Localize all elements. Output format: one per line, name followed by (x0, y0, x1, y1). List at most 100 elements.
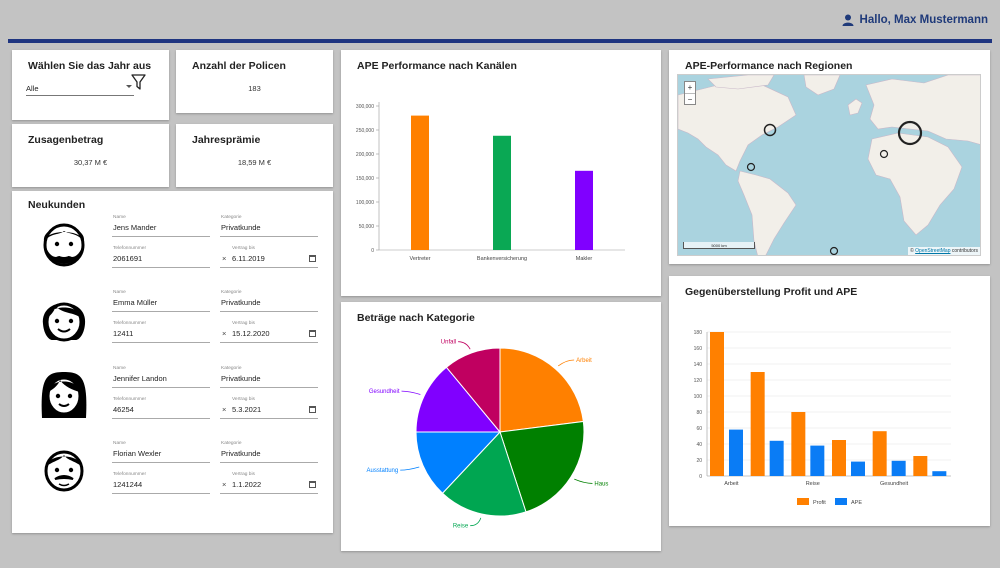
name-label: Name (113, 215, 126, 220)
legend-swatch (797, 498, 809, 505)
contract-value: 5.3.2021 (232, 405, 262, 414)
pie-leader-line (401, 390, 421, 395)
zoom-out-button[interactable]: − (685, 93, 695, 104)
category-field[interactable]: Kategorie Privatkunde (220, 441, 318, 463)
y-tick-label: 300,000 (356, 104, 374, 110)
region-map[interactable]: + − 5000 km © OpenStreetMap contributors (677, 74, 981, 256)
clear-icon[interactable]: × (222, 329, 227, 338)
chart-title: Beträge nach Kategorie (357, 312, 475, 324)
phone-field[interactable]: Telefonnummer 1241244 (112, 472, 210, 494)
filter-icon[interactable] (131, 74, 146, 90)
bar (913, 456, 928, 476)
bar (810, 445, 825, 476)
premium-value: 18,59 M € (237, 158, 272, 167)
map-marker[interactable] (879, 149, 889, 159)
y-tick-label: 100 (694, 394, 703, 400)
world-map-land (678, 75, 980, 255)
customer-item[interactable]: Name Jens Mander Kategorie Privatkunde T… (12, 211, 332, 283)
user-greeting[interactable]: Hallo, Max Mustermann (842, 14, 988, 26)
name-field[interactable]: Name Jennifer Landon (112, 366, 210, 388)
contract-value: 1.1.2022 (232, 480, 262, 489)
pie-slice (415, 366, 502, 433)
pie-label: Ausstattung (367, 468, 399, 474)
y-tick-label: 150,000 (356, 176, 374, 182)
phone-field[interactable]: Telefonnummer 12411 (112, 321, 210, 343)
profit-ape-bar-chart: 0 20 40 60 80 100 120 140 160 180 Arbeit Reise Gesun… (694, 330, 951, 506)
y-tick-label: 60 (696, 426, 702, 432)
y-tick-label: 40 (696, 442, 702, 448)
y-tick-label: 180 (694, 330, 703, 336)
map-title: APE-Performance nach Regionen (685, 60, 853, 72)
customer-item[interactable]: Name Emma Müller Kategorie Privatkunde T… (12, 286, 332, 358)
name-field[interactable]: Name Emma Müller (112, 290, 210, 312)
contract-date-field[interactable]: Vertrag bis × 5.3.2021 (220, 397, 318, 419)
phone-value: 46254 (113, 405, 134, 414)
x-tick-label: Vertreter (409, 256, 430, 262)
map-markers (746, 120, 923, 255)
pie-slice (441, 431, 527, 517)
customer-item[interactable]: Name Florian Wexler Kategorie Privatkund… (12, 437, 332, 509)
clear-icon[interactable]: × (222, 405, 227, 414)
category-field[interactable]: Kategorie Privatkunde (220, 290, 318, 312)
policies-card: Anzahl der Policen 183 (176, 50, 333, 113)
category-label: Kategorie (221, 366, 242, 371)
pie-label: Haus (594, 481, 608, 487)
woman-long-hair-icon (41, 372, 87, 418)
name-field[interactable]: Name Florian Wexler (112, 441, 210, 463)
attribution-prefix: © (910, 248, 916, 254)
man-mustache-icon (44, 450, 84, 492)
attribution-suffix: contributors (950, 248, 978, 254)
category-field[interactable]: Kategorie Privatkunde (220, 366, 318, 388)
contract-date-field[interactable]: Vertrag bis × 6.11.2019 (220, 246, 318, 268)
calendar-icon[interactable] (309, 255, 316, 262)
year-select-value: Alle (26, 84, 39, 93)
calendar-icon[interactable] (309, 330, 316, 337)
y-tick-label: 80 (696, 410, 702, 416)
y-tick-label: 100,000 (356, 200, 374, 206)
name-value: Emma Müller (113, 298, 158, 307)
top-bar: Hallo, Max Mustermann (0, 0, 1000, 40)
x-tick-label: Gesundheit (880, 481, 909, 487)
osm-link[interactable]: OpenStreetMap (915, 248, 951, 254)
customer-item[interactable]: Name Jennifer Landon Kategorie Privatkun… (12, 362, 332, 434)
year-select[interactable]: Alle (26, 82, 134, 96)
bar (932, 471, 947, 476)
map-marker[interactable] (829, 246, 839, 255)
region-map-card: APE-Performance nach Regionen + − 5000 k… (669, 50, 990, 264)
bar (791, 412, 806, 476)
name-field[interactable]: Name Jens Mander (112, 215, 210, 237)
category-value: Privatkunde (221, 449, 261, 458)
year-filter-card: Wählen Sie das Jahr aus Alle (12, 50, 169, 120)
contract-date-field[interactable]: Vertrag bis × 1.1.2022 (220, 472, 318, 494)
clear-icon[interactable]: × (222, 254, 227, 263)
year-filter-title: Wählen Sie das Jahr aus (28, 60, 152, 72)
legend-label: APE (851, 500, 862, 506)
clear-icon[interactable]: × (222, 480, 227, 489)
pie-label: Gesundheit (369, 389, 400, 395)
map-marker[interactable] (897, 120, 923, 146)
phone-field[interactable]: Telefonnummer 46254 (112, 397, 210, 419)
header-divider (8, 39, 992, 43)
contract-date-field[interactable]: Vertrag bis × 15.12.2020 (220, 321, 318, 343)
chart-title: APE Performance nach Kanälen (357, 60, 517, 72)
pie-leader-line (574, 478, 593, 484)
zoom-in-button[interactable]: + (687, 83, 693, 92)
map-marker[interactable] (746, 162, 756, 172)
x-tick-label: Makler (576, 256, 593, 262)
calendar-icon[interactable] (309, 481, 316, 488)
pie-leader-line (470, 517, 482, 527)
category-chart-card: Beträge nach Kategorie Arbeit Haus Reise Au… (341, 302, 661, 551)
woman-short-hair-icon (42, 302, 86, 342)
map-marker[interactable] (763, 123, 777, 137)
pie-slice (499, 420, 585, 513)
category-label: Kategorie (221, 441, 242, 446)
phone-field[interactable]: Telefonnummer 2061691 (112, 246, 210, 268)
bar (832, 440, 846, 476)
coverage-value: 30,37 M € (73, 158, 108, 167)
pie-label: Unfall (441, 340, 456, 346)
category-field[interactable]: Kategorie Privatkunde (220, 215, 318, 237)
calendar-icon[interactable] (309, 406, 316, 413)
category-value: Privatkunde (221, 374, 261, 383)
contract-value: 15.12.2020 (232, 329, 270, 338)
name-value: Jens Mander (113, 223, 157, 232)
